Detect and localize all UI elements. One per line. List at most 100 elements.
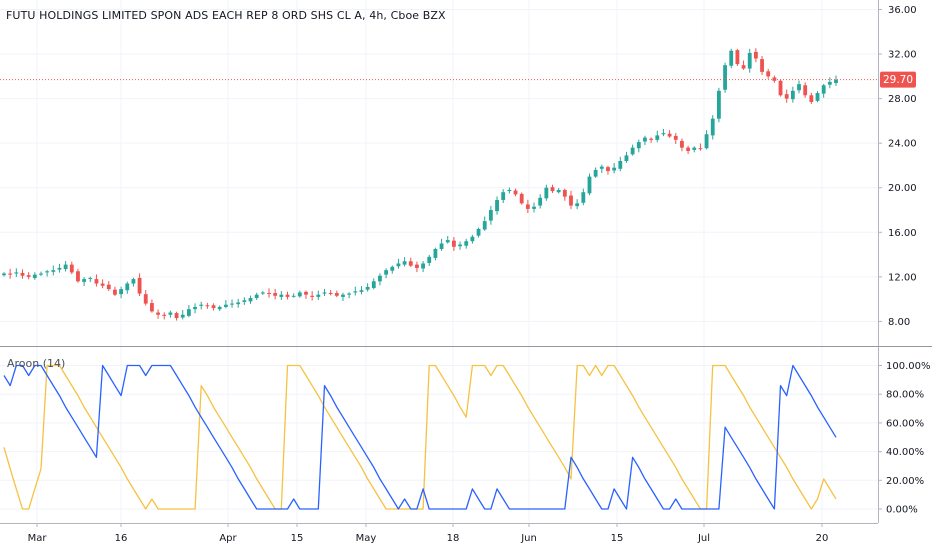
candle-body (143, 294, 148, 304)
candle-body (562, 189, 567, 197)
axis-corner (879, 524, 932, 550)
candle-body (803, 85, 808, 96)
candle-body (334, 293, 339, 296)
candle-body (14, 272, 19, 274)
candle-body (193, 306, 197, 310)
candle-body (347, 293, 352, 295)
candle-body (686, 147, 690, 151)
time-axis-label: Jul (697, 533, 710, 544)
price-tick-label: 20.00 (888, 183, 917, 194)
candle-body (427, 256, 432, 263)
candle-body (156, 312, 160, 315)
candle-body (106, 284, 111, 290)
candle-body (741, 65, 746, 69)
candle-body (569, 195, 573, 206)
candle-body (365, 286, 370, 290)
candle-body (538, 197, 543, 206)
price-tick-label: 8.00 (888, 317, 910, 328)
candle-body (273, 293, 278, 296)
time-axis-label: 15 (291, 533, 304, 544)
aroon-up-line (3, 364, 837, 510)
candle-body (649, 138, 654, 140)
time-axis-label: Apr (219, 533, 237, 544)
candle-body (82, 279, 87, 282)
candle-body (341, 294, 345, 297)
candle-body (488, 210, 493, 221)
candle-body (778, 80, 783, 96)
candle-body (421, 263, 425, 269)
aroon-tick-label: 60.00% (886, 418, 924, 429)
candle-body (51, 270, 56, 272)
candle-body (630, 147, 635, 155)
candle-body (211, 305, 216, 309)
candle-body (599, 166, 604, 169)
candle-body (316, 294, 321, 297)
candle-body (236, 302, 241, 305)
candle-body (88, 277, 93, 279)
candle-body (94, 279, 99, 284)
candle-body (464, 241, 469, 246)
candle-body (495, 199, 499, 212)
candle-body (2, 273, 6, 276)
candle-body (402, 261, 407, 265)
candle-body (760, 59, 764, 72)
candle-body (680, 140, 684, 148)
candle-body (556, 189, 561, 193)
candle-body (230, 303, 234, 305)
candle-body (113, 289, 117, 295)
candle-body (809, 95, 814, 102)
aroon-tick-label: 20.00% (886, 476, 924, 487)
candle-body (205, 305, 210, 307)
candle-body (267, 293, 271, 295)
candle-body (698, 148, 703, 150)
candle-body (790, 90, 795, 100)
candle-body (636, 142, 641, 149)
candle-body (587, 176, 592, 194)
candle-body (618, 161, 623, 169)
candle-body (328, 293, 333, 295)
candle-body (8, 273, 13, 275)
candle-body (150, 303, 154, 312)
price-tick-label: 24.00 (888, 139, 917, 150)
candle-body (451, 240, 456, 247)
candle-body (612, 167, 617, 171)
candle-body (371, 281, 376, 288)
time-axis-label: 16 (115, 533, 128, 544)
candle-body (186, 309, 191, 316)
last-price-label: 29.70 (883, 74, 913, 86)
aroon-tick-label: 100.00% (886, 361, 931, 372)
candle-body (834, 79, 838, 84)
time-axis-label: Jun (520, 533, 537, 544)
candle-body (76, 271, 80, 282)
aroon-tick-label: 80.00% (886, 390, 924, 401)
aroon-tick-label: 40.00% (886, 447, 924, 458)
price-tick-label: 28.00 (888, 94, 917, 105)
candle-body (131, 279, 136, 284)
candle-body (223, 304, 228, 307)
time-axis-label: May (356, 533, 377, 544)
aroon-tick-label: 0.00% (886, 505, 918, 516)
candle-body (359, 290, 364, 292)
candle-body (643, 137, 647, 142)
candle-body (735, 50, 740, 65)
candle-body (729, 50, 734, 66)
candle-body (550, 187, 555, 192)
candle-body (162, 314, 167, 316)
candle-body (593, 169, 598, 177)
candle-body (57, 267, 62, 270)
candle-body (661, 133, 666, 135)
candle-body (797, 84, 801, 91)
candle-body (433, 249, 438, 258)
candle-body (248, 298, 253, 302)
candle-body (673, 135, 678, 140)
candle-body (624, 155, 629, 162)
candle-body (291, 295, 296, 297)
candle-body (581, 192, 586, 203)
candle-body (821, 85, 826, 94)
candle-body (815, 93, 820, 101)
candle-body (63, 264, 68, 270)
candle-body (692, 147, 697, 150)
price-tick-label: 32.00 (888, 50, 917, 61)
